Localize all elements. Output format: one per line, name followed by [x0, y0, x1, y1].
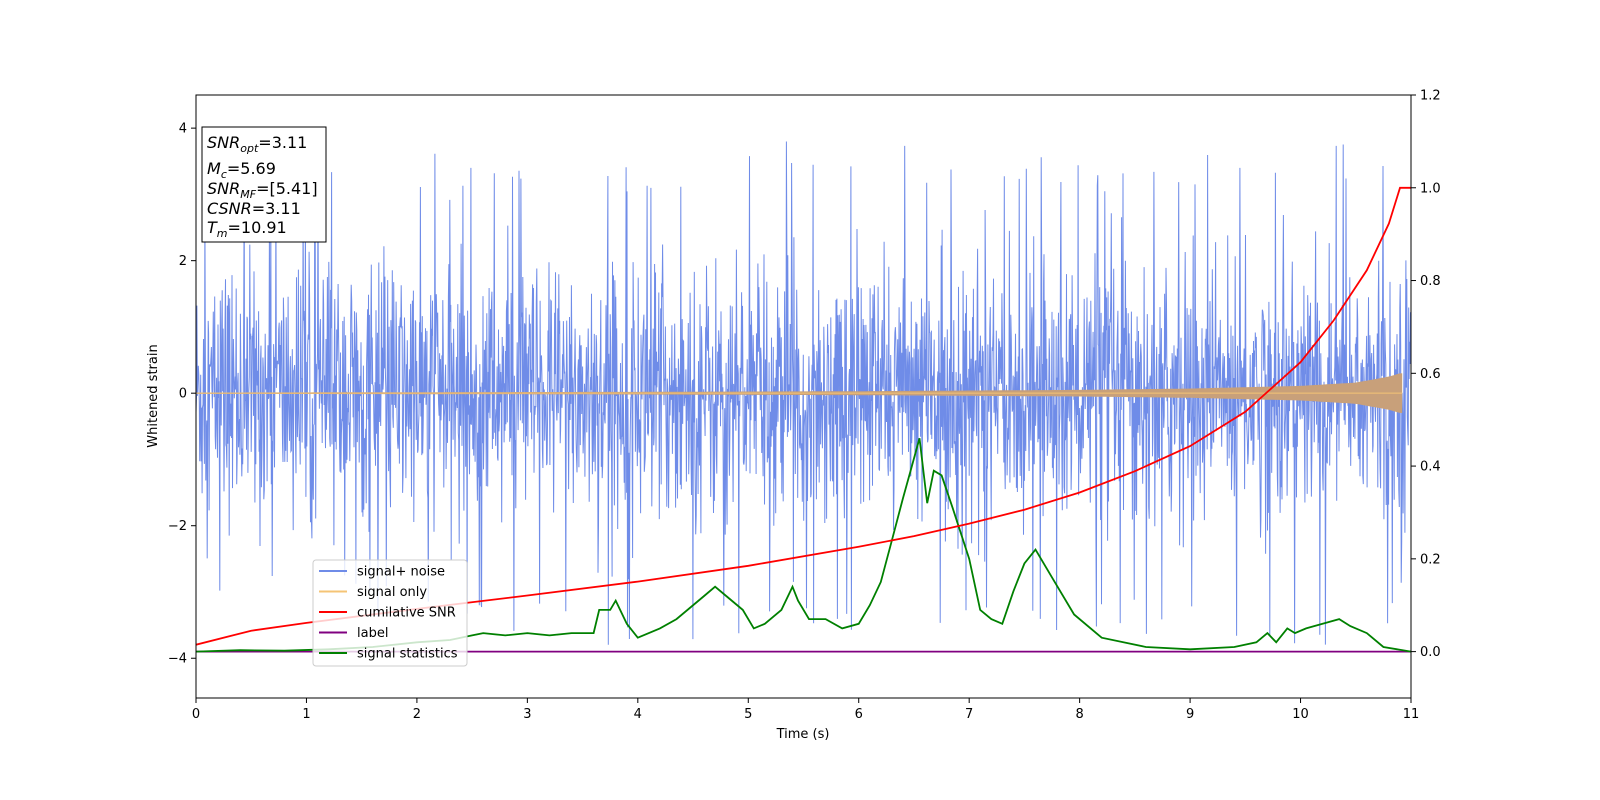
legend: signal+ noise signal only cumilative SNR la… [312, 559, 468, 667]
legend-entry-label: label [357, 626, 388, 641]
axes: 0 1 2 3 4 5 6 7 8 9 10 11 −4 −2 0 2 4 0.0 0.2 0.4 0.6 0.8 1.0 1… [168, 89, 1441, 723]
x-tick-label: 0 [192, 707, 200, 722]
x-tick-label: 8 [1075, 707, 1083, 722]
y2-tick-label: 1.0 [1420, 181, 1441, 196]
legend-entry-label: signal+ noise [357, 565, 445, 580]
y-tick-label: −2 [168, 519, 187, 534]
x-tick-label: 10 [1292, 707, 1309, 722]
legend-entry-label: signal only [357, 585, 427, 600]
series-signal-statistics-line [196, 437, 1411, 653]
legend-entry-label: signal statistics [357, 647, 458, 662]
annotation-tm: Tm=10.91 [207, 218, 287, 240]
y2-tick-label: 1.2 [1420, 89, 1441, 104]
annotation-frame [201, 126, 327, 243]
y-tick-label: 4 [179, 122, 187, 137]
annotation-snr-opt: SNRopt=3.11 [207, 133, 307, 155]
y2-tick-label: 0.0 [1420, 645, 1441, 660]
x-tick-label: 7 [965, 707, 973, 722]
x-tick-label: 3 [523, 707, 531, 722]
y2-tick-label: 0.4 [1420, 460, 1441, 475]
y-tick-label: 0 [179, 387, 187, 402]
x-tick-label: 5 [744, 707, 752, 722]
x-axis-label: Time (s) [776, 727, 830, 742]
series-signal-noise-line [196, 141, 1411, 645]
annotation-box: SNRopt=3.11 Mc=5.69 SNRMF=[5.41] CSNR=3.… [201, 126, 327, 243]
y2-tick-label: 0.2 [1420, 552, 1441, 567]
x-tick-label: 6 [855, 707, 863, 722]
x-tick-label: 4 [634, 707, 642, 722]
y-axis-label: Whitened strain [146, 344, 161, 447]
x-tick-label: 2 [413, 707, 421, 722]
plot-frame [195, 94, 1412, 699]
x-tick-label: 11 [1403, 707, 1420, 722]
legend-frame [312, 559, 468, 667]
annotation-mc: Mc=5.69 [207, 159, 276, 181]
annotation-csnr: CSNR=3.11 [207, 199, 301, 218]
x-tick-label: 9 [1186, 707, 1194, 722]
y2-tick-label: 0.6 [1420, 367, 1441, 382]
legend-entry-label: cumilative SNR [357, 606, 456, 621]
x-tick-label: 1 [302, 707, 310, 722]
y-tick-label: 2 [179, 254, 187, 269]
y2-tick-label: 0.8 [1420, 274, 1441, 289]
y-tick-label: −4 [168, 652, 187, 667]
annotation-snr-mf: SNRMF=[5.41] [207, 179, 318, 201]
